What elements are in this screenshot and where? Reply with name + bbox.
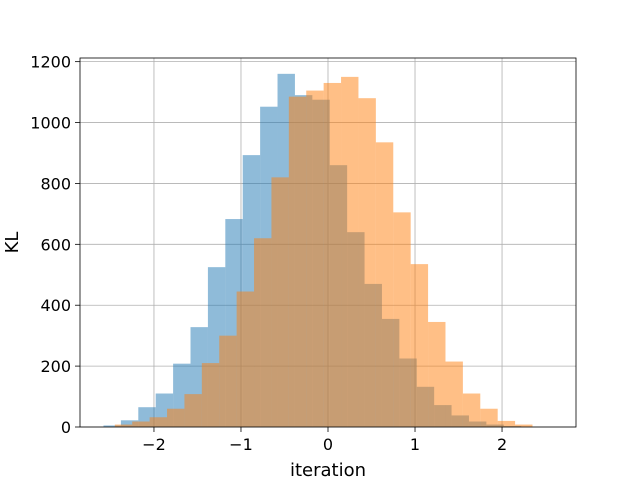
x-axis-label: iteration [290,460,366,480]
y-tick-label: 400 [40,296,71,315]
histogram-series-2 [114,76,533,428]
histogram-bar [184,394,202,427]
histogram-bar [375,142,394,427]
x-axis-ticks: −2 −1 0 1 2 [142,427,507,454]
histogram-bar [219,335,237,427]
histogram-bar [103,425,121,427]
histogram-bar [480,408,498,427]
histogram-bar [393,212,411,427]
histogram-bar [428,321,446,427]
histogram-bar [167,408,185,427]
histogram-bar [462,393,481,427]
y-axis-label: KL [2,232,23,254]
histogram-bar [114,424,133,427]
x-tick-label: 0 [323,435,333,454]
histogram-bar [132,421,150,427]
y-tick-label: 200 [40,357,71,376]
histogram-bar [149,417,168,427]
y-axis-ticks: 0 200 400 600 800 1000 1200 [30,53,80,437]
y-tick-label: 1200 [30,53,71,72]
x-tick-label: −1 [229,435,253,454]
histogram-bar [288,96,307,428]
histogram-bar [497,420,516,427]
histogram-bar [271,177,289,427]
x-tick-label: 1 [410,435,420,454]
histogram-bar [120,420,139,427]
histogram-bar [236,291,255,427]
y-tick-label: 0 [61,418,71,437]
histogram-bar [323,82,342,428]
histogram-bar [254,238,272,427]
x-tick-label: 2 [497,435,507,454]
histogram-bar [306,90,324,428]
histogram-bar [358,98,376,428]
histogram-bar [410,264,429,427]
x-tick-label: −2 [142,435,166,454]
bars [103,73,533,428]
histogram-bar [341,76,359,428]
y-tick-label: 800 [40,174,71,193]
histogram-bar [445,361,463,427]
histogram-bar [201,363,220,427]
y-tick-label: 1000 [30,114,71,133]
y-tick-label: 600 [40,235,71,254]
histogram-bar [515,424,533,427]
